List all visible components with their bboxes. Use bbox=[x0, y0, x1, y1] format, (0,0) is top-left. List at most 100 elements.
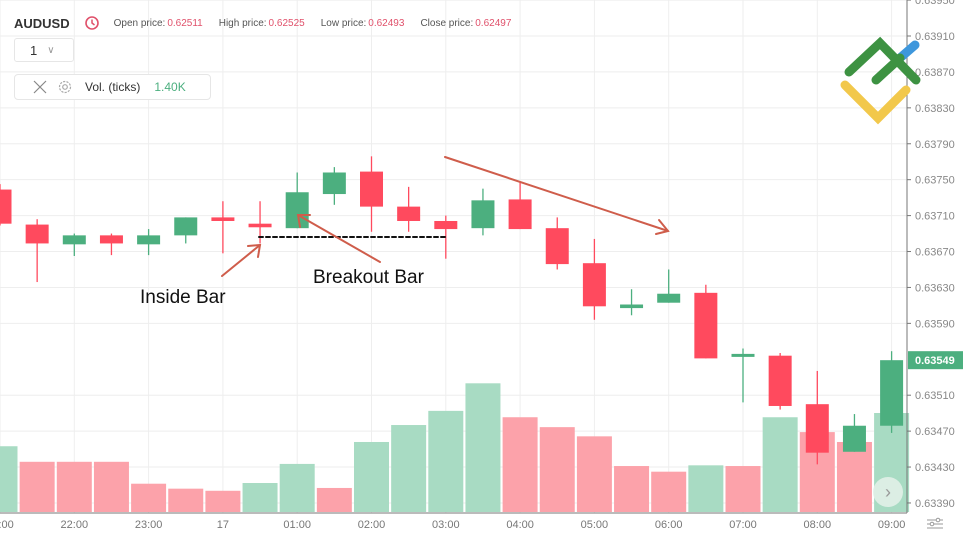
candle-body bbox=[285, 192, 309, 229]
price-axis[interactable]: 0.63950 0.63910 0.63870 0.63830 0.63790 0.637… bbox=[907, 0, 963, 510]
ohlc-header: AUDUSD Open price: 0.62511 High price: 0.6… bbox=[14, 14, 527, 32]
interval-select[interactable]: 1 ∨ bbox=[14, 38, 74, 62]
time-tick-label: 21:00 bbox=[0, 519, 14, 531]
volume-bar bbox=[131, 483, 167, 512]
chevron-down-icon: ∨ bbox=[47, 44, 55, 56]
time-tick-label: 03:00 bbox=[432, 519, 460, 531]
candles bbox=[0, 156, 904, 465]
candle-body bbox=[545, 228, 569, 265]
price-tick-label: 0.63470 bbox=[915, 426, 955, 438]
candle-body bbox=[842, 425, 866, 452]
indicator-value: 1.40K bbox=[154, 80, 186, 94]
price-tick-label: 0.63390 bbox=[915, 498, 955, 510]
volume-bar bbox=[56, 461, 92, 512]
volume-bar bbox=[688, 465, 724, 512]
candle-body bbox=[731, 353, 755, 357]
gear-icon[interactable] bbox=[57, 79, 73, 95]
volume-bar bbox=[614, 466, 650, 512]
volume-bar bbox=[316, 487, 352, 512]
price-tick-label: 0.63870 bbox=[915, 67, 955, 79]
volume-bar bbox=[651, 471, 687, 512]
price-tick-label: 0.63630 bbox=[915, 282, 955, 294]
price-tick-label: 0.63750 bbox=[915, 175, 955, 187]
time-tick-label: 09:00 bbox=[878, 519, 906, 531]
time-axis[interactable]: 21:00 22:00 23:00 17 01:00 02:00 03:00 04:00 05:… bbox=[0, 519, 905, 531]
breakout-bar-arrow bbox=[296, 214, 381, 263]
candle-body bbox=[137, 235, 161, 245]
time-tick-label: 07:00 bbox=[729, 519, 757, 531]
volume-bar bbox=[354, 441, 389, 512]
time-tick-label: 22:00 bbox=[61, 519, 89, 531]
candle-body bbox=[248, 223, 272, 228]
annotations bbox=[221, 156, 670, 277]
candle-body bbox=[508, 199, 532, 230]
inside-bar-label: Inside Bar bbox=[140, 287, 226, 308]
price-tick-label: 0.63590 bbox=[915, 318, 955, 330]
candle-body bbox=[25, 224, 49, 244]
price-tick-label: 0.63710 bbox=[915, 211, 955, 223]
volume-bar bbox=[502, 417, 538, 512]
volume-bar bbox=[836, 441, 872, 512]
time-tick-label: 02:00 bbox=[358, 519, 386, 531]
time-tick-label: 04:00 bbox=[506, 519, 534, 531]
low-label: Low price: bbox=[320, 17, 367, 29]
volume-bar bbox=[725, 466, 761, 512]
scroll-to-latest-button[interactable]: › bbox=[873, 477, 903, 507]
time-tick-label: 06:00 bbox=[655, 519, 683, 531]
last-price-label: 0.63549 bbox=[915, 355, 955, 367]
volume-bar bbox=[465, 383, 501, 512]
time-tick-label: 08:00 bbox=[804, 519, 832, 531]
candle-body bbox=[360, 171, 383, 207]
volume-bar bbox=[19, 461, 55, 512]
volume-bar bbox=[279, 463, 315, 512]
price-tick-label: 0.63430 bbox=[915, 462, 955, 474]
time-tick-label: 05:00 bbox=[581, 519, 609, 531]
inside-bar-arrow bbox=[221, 243, 262, 277]
indicator-name: Vol. (ticks) bbox=[85, 80, 141, 94]
candle-body bbox=[322, 172, 346, 195]
last-price-badge bbox=[908, 351, 963, 370]
price-tick-label: 0.63830 bbox=[915, 103, 955, 115]
candle-body bbox=[62, 235, 86, 245]
downtrend-arrow bbox=[444, 156, 670, 235]
close-icon[interactable] bbox=[33, 80, 47, 94]
price-tick-label: 0.63510 bbox=[915, 390, 955, 402]
volume-bar bbox=[0, 446, 18, 512]
volume-bar bbox=[576, 436, 612, 512]
high-value: 0.62525 bbox=[268, 17, 305, 29]
clock-icon[interactable] bbox=[84, 15, 100, 31]
volume-bar bbox=[205, 490, 241, 512]
volume-bar bbox=[93, 461, 129, 512]
price-tick-label: 0.63910 bbox=[915, 31, 955, 43]
candle-body bbox=[99, 235, 123, 244]
price-tick-label: 0.63670 bbox=[915, 247, 955, 259]
price-tick-label: 0.63790 bbox=[915, 139, 955, 151]
candle-body bbox=[211, 217, 235, 221]
candle-body bbox=[620, 304, 644, 309]
open-value: 0.62511 bbox=[167, 17, 203, 29]
volume-bar bbox=[168, 488, 204, 512]
volume-bar bbox=[428, 410, 464, 512]
chevron-right-icon: › bbox=[885, 481, 891, 502]
time-tick-label: 17 bbox=[217, 519, 229, 531]
open-label: Open price: bbox=[113, 17, 166, 29]
high-label: High price: bbox=[218, 17, 267, 29]
axis-settings-icon[interactable] bbox=[926, 516, 944, 532]
time-tick-label: 23:00 bbox=[135, 519, 163, 531]
interval-value: 1 bbox=[30, 42, 38, 58]
low-value: 0.62493 bbox=[368, 17, 405, 29]
price-tick-label: 0.63950 bbox=[915, 0, 955, 7]
volume-bar bbox=[762, 417, 798, 512]
symbol-name[interactable]: AUDUSD bbox=[14, 15, 70, 31]
candle-body bbox=[768, 355, 792, 406]
breakout-bar-label: Breakout Bar bbox=[313, 267, 424, 288]
time-tick-label: 01:00 bbox=[283, 519, 311, 531]
candle-body bbox=[582, 263, 606, 307]
volume-indicator-legend: Vol. (ticks) 1.40K bbox=[14, 74, 211, 100]
volume-bar bbox=[242, 483, 278, 512]
volume-bar bbox=[391, 425, 427, 512]
candle-body bbox=[174, 217, 198, 236]
candle-body bbox=[694, 292, 718, 359]
candle-body bbox=[471, 200, 495, 229]
